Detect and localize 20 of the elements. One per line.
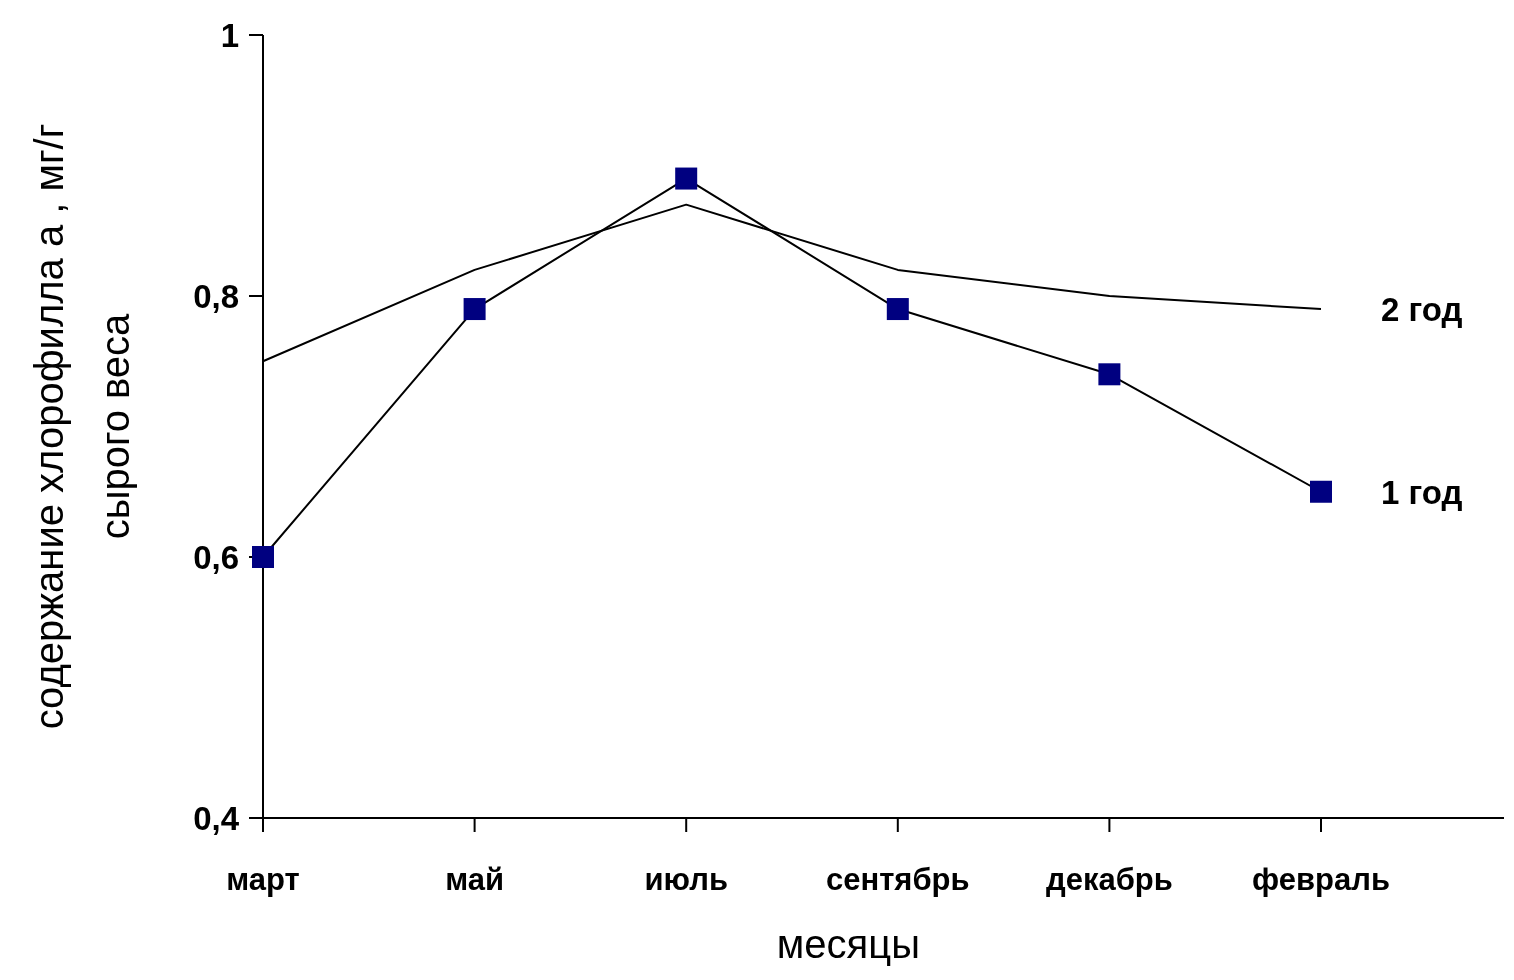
y-tick-label: 0,8	[193, 277, 239, 315]
point	[463, 298, 486, 321]
y-axis-title: содержание хлорофилла а , мг/г сырого веса	[27, 123, 137, 730]
point	[675, 167, 698, 190]
x-tick-label: декабрь	[1045, 862, 1173, 897]
x-tick-label: февраль	[1252, 862, 1390, 897]
series-label: 1 год	[1381, 473, 1463, 511]
x-tick-label: май	[445, 862, 505, 897]
point	[1310, 480, 1332, 503]
series-label: 2 год	[1381, 291, 1463, 329]
x-tick-label: сентябрь	[825, 862, 970, 897]
x-tick-label: март	[226, 862, 300, 897]
point	[886, 298, 909, 321]
y-tick-label: 0,4	[193, 799, 240, 837]
y-tick-label: 0,6	[193, 538, 239, 576]
point	[252, 546, 274, 568]
y-tick-label: 1	[220, 16, 239, 54]
x-tick-label: июль	[644, 862, 728, 897]
x-axis-title: месяцы	[776, 922, 920, 966]
point	[1098, 363, 1121, 386]
